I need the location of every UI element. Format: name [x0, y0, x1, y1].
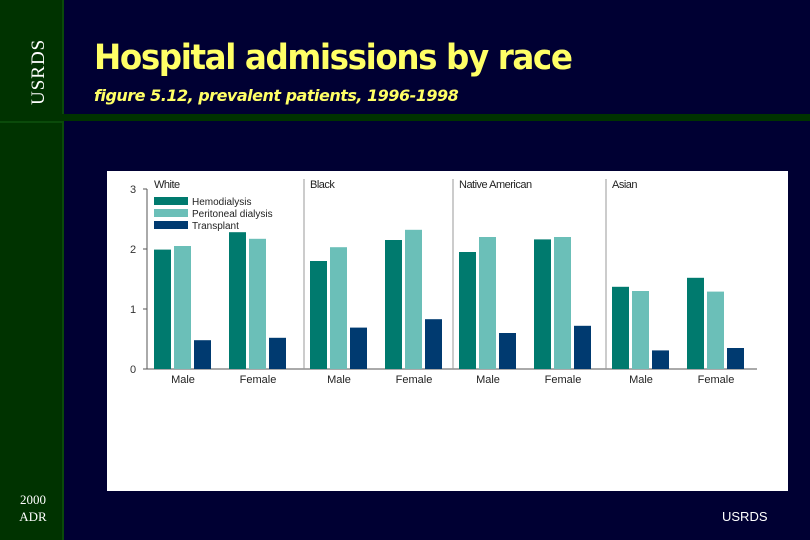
bar	[459, 252, 476, 369]
legend-swatch	[154, 221, 188, 229]
bar	[687, 277, 704, 369]
panel-label: Native American	[459, 179, 532, 191]
footer-brand: USRDS	[722, 509, 768, 524]
panel-label: White	[154, 179, 180, 191]
chart-panel: 0 1 2 3 White Male Female Black Male Female Native…	[107, 171, 788, 491]
divider-band	[0, 114, 810, 121]
bar	[727, 348, 744, 369]
bar	[574, 325, 591, 369]
brand-vertical: USRDS	[28, 38, 49, 105]
panel-label: Black	[310, 179, 335, 191]
bar	[479, 237, 496, 369]
x-tick-label: Female	[545, 374, 582, 386]
bar	[350, 327, 367, 369]
x-tick-label: Male	[629, 374, 653, 386]
slide-subtitle: figure 5.12, prevalent patients, 1996-19…	[94, 86, 459, 105]
x-tick-label: Male	[171, 374, 195, 386]
legend-label: Transplant	[192, 221, 239, 232]
sidebar-top	[0, 0, 64, 114]
y-tick-label: 2	[130, 244, 136, 256]
y-tick-label: 0	[130, 364, 136, 376]
bar	[632, 291, 649, 369]
legend-label: Hemodialysis	[192, 197, 251, 208]
bar	[554, 237, 571, 369]
bar	[534, 239, 551, 369]
bar	[310, 261, 327, 369]
legend-swatch	[154, 197, 188, 205]
bar	[612, 286, 629, 369]
bar-chart: 0 1 2 3 White Male Female Black Male Female Native…	[130, 179, 757, 386]
bar	[154, 249, 171, 369]
bar	[249, 238, 266, 369]
bar	[174, 246, 191, 369]
edition-year: 2000	[20, 492, 46, 507]
y-tick-label: 1	[130, 304, 136, 316]
y-tick-label: 3	[130, 184, 136, 196]
x-tick-label: Female	[396, 374, 433, 386]
bar	[499, 333, 516, 369]
legend-swatch	[154, 209, 188, 217]
bar	[194, 340, 211, 369]
bar	[707, 291, 724, 369]
slide-title: Hospital admissions by race	[94, 38, 573, 78]
bar	[330, 247, 347, 369]
bar	[652, 350, 669, 369]
edition-report: ADR	[19, 509, 47, 524]
x-tick-label: Male	[327, 374, 351, 386]
bar	[405, 229, 422, 369]
x-tick-label: Male	[476, 374, 500, 386]
panel-label: Asian	[612, 179, 637, 191]
sidebar-bottom	[0, 121, 64, 540]
x-tick-label: Female	[240, 374, 277, 386]
bar	[385, 240, 402, 369]
bar	[269, 337, 286, 369]
edition-label: 2000 ADR	[10, 491, 56, 525]
x-tick-label: Female	[698, 374, 735, 386]
bar	[425, 319, 442, 369]
legend-label: Peritoneal dialysis	[192, 209, 273, 220]
bar	[229, 232, 246, 369]
